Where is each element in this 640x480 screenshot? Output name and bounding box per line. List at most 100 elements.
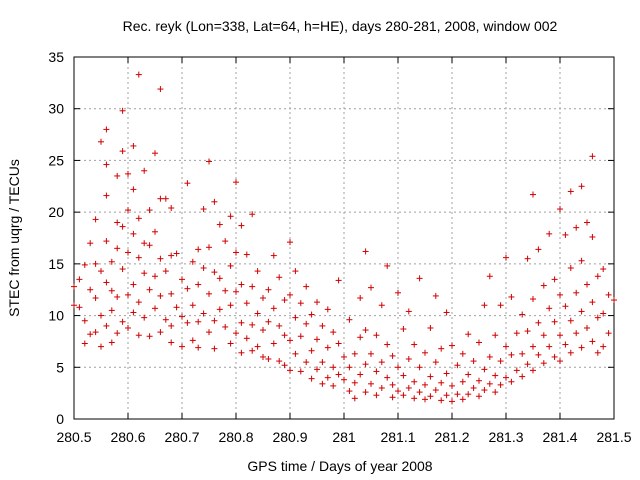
data-point [233, 330, 239, 337]
data-point [281, 362, 288, 369]
data-point [141, 240, 148, 247]
data-point [157, 255, 164, 262]
data-point [557, 358, 563, 365]
data-point [243, 300, 250, 307]
data-point [432, 387, 439, 394]
data-point [465, 371, 472, 378]
data-point [411, 341, 418, 348]
data-point [578, 257, 585, 264]
data-point [594, 349, 601, 356]
data-point [141, 270, 148, 277]
data-point [422, 381, 428, 388]
data-point [373, 368, 380, 375]
data-point [130, 309, 137, 316]
data-point [157, 195, 164, 202]
data-point [530, 343, 536, 350]
data-point [605, 291, 612, 298]
data-point [114, 245, 121, 252]
data-point [157, 292, 164, 299]
data-point [319, 380, 326, 387]
data-point [594, 314, 601, 321]
chart-title: Rec. reyk (Lon=338, Lat=64, h=HE), days … [123, 18, 558, 34]
data-point [108, 307, 115, 314]
data-point [125, 324, 131, 331]
data-point [578, 183, 585, 190]
data-point [492, 372, 499, 379]
data-point [260, 327, 266, 334]
grid-lines [74, 57, 614, 419]
data-point [438, 345, 445, 352]
data-point [373, 392, 380, 399]
data-point [540, 360, 547, 367]
data-point [168, 252, 175, 259]
data-point [319, 359, 326, 366]
data-point [281, 332, 288, 339]
data-point [535, 246, 542, 253]
data-point [508, 293, 515, 300]
data-point [114, 293, 121, 300]
y-tick-label: 30 [48, 101, 64, 117]
data-point [362, 327, 369, 334]
data-point [119, 266, 126, 273]
data-point [260, 353, 266, 360]
data-point [222, 323, 229, 330]
data-point [179, 313, 185, 320]
data-point [584, 219, 590, 226]
data-point [308, 375, 315, 382]
data-point [189, 302, 196, 309]
data-point [557, 332, 563, 339]
data-point [589, 338, 596, 345]
data-point [265, 318, 272, 325]
data-point [330, 364, 337, 371]
data-point [125, 170, 131, 177]
data-point [589, 299, 596, 306]
data-point [227, 302, 234, 309]
data-point [157, 86, 164, 93]
data-point [578, 344, 585, 351]
data-point [281, 297, 288, 304]
data-point [292, 268, 299, 275]
data-point [346, 316, 353, 323]
data-point [427, 324, 434, 331]
data-point [195, 281, 202, 288]
data-point [76, 304, 83, 311]
y-tick-label: 20 [48, 204, 64, 220]
x-tick-label: 281.1 [380, 429, 415, 445]
data-point [346, 364, 353, 371]
data-point [546, 230, 553, 237]
data-point [98, 268, 104, 275]
data-point [562, 231, 569, 238]
data-point [535, 351, 542, 358]
x-tick-label: 280.5 [56, 429, 91, 445]
data-point [216, 306, 223, 313]
data-point [411, 395, 418, 402]
data-point [195, 318, 202, 325]
data-point [211, 317, 218, 324]
data-point [249, 347, 256, 354]
y-axis-label: STEC from uqrg / TECUs [6, 159, 22, 317]
data-point [146, 207, 153, 214]
data-point [470, 384, 477, 391]
data-point [600, 310, 607, 317]
data-point [157, 329, 164, 336]
data-point [276, 274, 283, 281]
data-point [238, 349, 245, 356]
data-point [497, 358, 504, 365]
y-tick-label: 5 [56, 359, 64, 375]
data-point [416, 364, 423, 371]
data-point [362, 361, 369, 368]
data-point [411, 378, 418, 385]
data-point [567, 349, 574, 356]
data-point [260, 294, 266, 301]
data-point [519, 311, 526, 318]
data-point [162, 316, 169, 323]
data-point [470, 358, 477, 365]
data-point [492, 389, 499, 396]
data-point [362, 389, 369, 396]
data-point [98, 312, 104, 319]
data-point [476, 339, 482, 346]
data-point [119, 223, 126, 230]
data-point [449, 342, 455, 349]
data-point [92, 329, 99, 336]
data-point [519, 350, 526, 357]
